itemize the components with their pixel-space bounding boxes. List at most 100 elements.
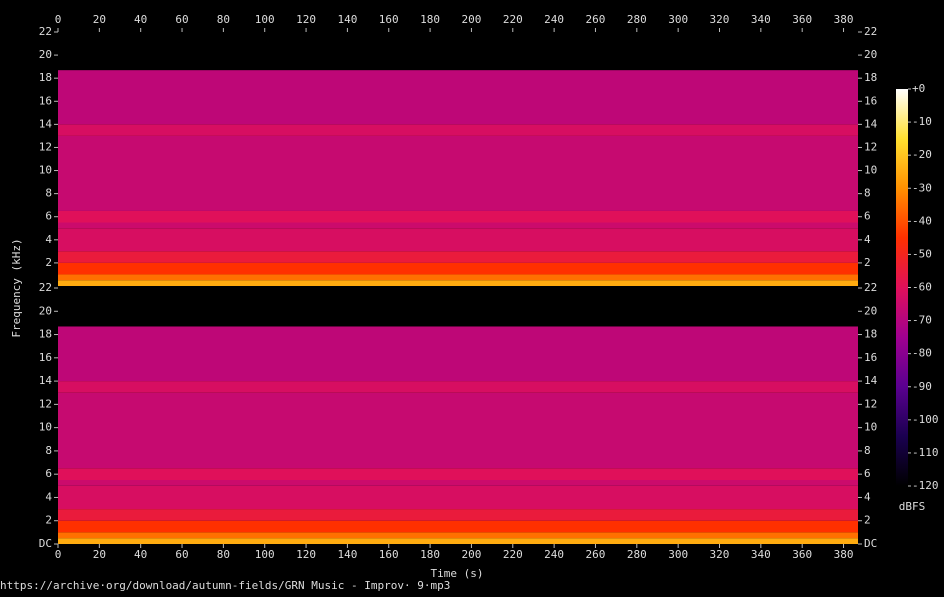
colorbar-tick-label: -90 <box>912 380 932 393</box>
x-tick-label: 120 <box>296 13 316 26</box>
y-tick-label: 2 <box>864 256 871 269</box>
y-tick-label: 8 <box>864 187 871 200</box>
colorbar-tick-label: -80 <box>912 347 932 360</box>
x-tick-label: 20 <box>93 13 106 26</box>
y-tick-label: 12 <box>39 397 52 410</box>
x-tick-label: 320 <box>710 548 730 561</box>
colorbar-tick-label: -20 <box>912 148 932 161</box>
colorbar-tick-label: -70 <box>912 314 932 327</box>
spectrum-band <box>58 288 858 327</box>
y-tick-label: 6 <box>45 467 52 480</box>
x-tick-label: 40 <box>134 548 147 561</box>
spectrum-band <box>58 381 858 393</box>
spectrum-band <box>58 480 858 486</box>
spectrum-band <box>58 222 858 229</box>
x-tick-label: 140 <box>337 13 357 26</box>
spectrum-band <box>58 326 858 382</box>
x-tick-label: 120 <box>296 548 316 561</box>
colorbar-tick-label: -10 <box>912 115 932 128</box>
y-tick-label: 12 <box>864 397 877 410</box>
y-tick-label: 4 <box>864 490 871 503</box>
x-tick-label: 220 <box>503 548 523 561</box>
x-tick-label: 320 <box>710 13 730 26</box>
spectrum-band <box>58 392 858 469</box>
spectrum-band <box>58 135 858 211</box>
spectrum-band <box>58 32 858 71</box>
x-tick-label: 0 <box>55 548 62 561</box>
spectrum-band <box>58 262 858 275</box>
y-tick-label: 2 <box>45 256 52 269</box>
x-axis-label: Time (s) <box>431 567 484 580</box>
x-tick-label: 0 <box>55 13 62 26</box>
colorbar-tick-label: -30 <box>912 181 932 194</box>
y-tick-label: 10 <box>864 421 877 434</box>
x-tick-label: 360 <box>792 13 812 26</box>
y-tick-label: 14 <box>39 374 53 387</box>
x-tick-label: 360 <box>792 548 812 561</box>
y-tick-label: 6 <box>864 467 871 480</box>
spectrum-band <box>58 124 858 136</box>
y-tick-label: 22 <box>864 25 877 38</box>
colorbar <box>896 89 908 486</box>
y-tick-label: 14 <box>864 374 878 387</box>
spectrum-band <box>58 520 858 533</box>
x-tick-label: 200 <box>461 548 481 561</box>
y-tick-label: DC <box>864 537 877 550</box>
y-tick-label: 18 <box>864 71 877 84</box>
spectrum-band <box>58 228 858 252</box>
spectrum-band <box>58 280 858 286</box>
y-tick-label: 6 <box>45 210 52 223</box>
x-tick-label: 180 <box>420 13 440 26</box>
x-tick-label: 200 <box>461 13 481 26</box>
y-tick-label: 8 <box>864 444 871 457</box>
y-tick-label: 22 <box>864 281 877 294</box>
y-tick-label: 22 <box>39 25 52 38</box>
colorbar-tick-label: -110 <box>912 446 939 459</box>
colorbar-tick-label: -100 <box>912 413 939 426</box>
y-tick-label: 10 <box>39 421 52 434</box>
x-tick-label: 180 <box>420 548 440 561</box>
y-tick-label: 20 <box>864 48 877 61</box>
y-tick-label: 16 <box>864 94 877 107</box>
y-tick-label: 10 <box>39 164 52 177</box>
y-tick-label: 16 <box>864 351 877 364</box>
spectrum-band <box>58 210 858 223</box>
x-tick-label: 160 <box>379 548 399 561</box>
colorbar-tick-label: -50 <box>912 247 932 260</box>
x-tick-label: 260 <box>586 13 606 26</box>
y-tick-label: 4 <box>45 233 52 246</box>
y-tick-label: 20 <box>864 304 877 317</box>
x-tick-label: 300 <box>668 13 688 26</box>
x-tick-label: 380 <box>834 548 854 561</box>
x-tick-label: 140 <box>337 548 357 561</box>
spectrum-band <box>58 532 858 539</box>
y-tick-label: 16 <box>39 351 52 364</box>
colorbar-tick-label: +0 <box>912 82 925 95</box>
y-tick-label: 18 <box>864 328 877 341</box>
x-tick-label: 280 <box>627 13 647 26</box>
y-tick-label: 14 <box>39 117 53 130</box>
x-tick-label: 80 <box>217 548 230 561</box>
y-tick-label: 18 <box>39 328 52 341</box>
y-tick-label: 2 <box>864 514 871 527</box>
spectrum-band <box>58 509 858 521</box>
x-tick-label: 340 <box>751 13 771 26</box>
x-tick-label: 100 <box>255 13 275 26</box>
y-tick-label: 12 <box>39 140 52 153</box>
y-tick-label: 8 <box>45 187 52 200</box>
y-tick-label: 22 <box>39 281 52 294</box>
x-tick-label: 240 <box>544 13 564 26</box>
y-tick-label: 4 <box>45 490 52 503</box>
y-tick-label: 6 <box>864 210 871 223</box>
spectrum-band <box>58 468 858 480</box>
x-tick-label: 60 <box>175 13 188 26</box>
x-tick-label: 300 <box>668 548 688 561</box>
spectrum-band <box>58 70 858 125</box>
y-tick-label: 8 <box>45 444 52 457</box>
y-tick-label: 18 <box>39 71 52 84</box>
y-tick-label: 10 <box>864 164 877 177</box>
y-tick-label: 12 <box>864 140 877 153</box>
x-tick-label: 100 <box>255 548 275 561</box>
colorbar-tick-label: -40 <box>912 214 932 227</box>
